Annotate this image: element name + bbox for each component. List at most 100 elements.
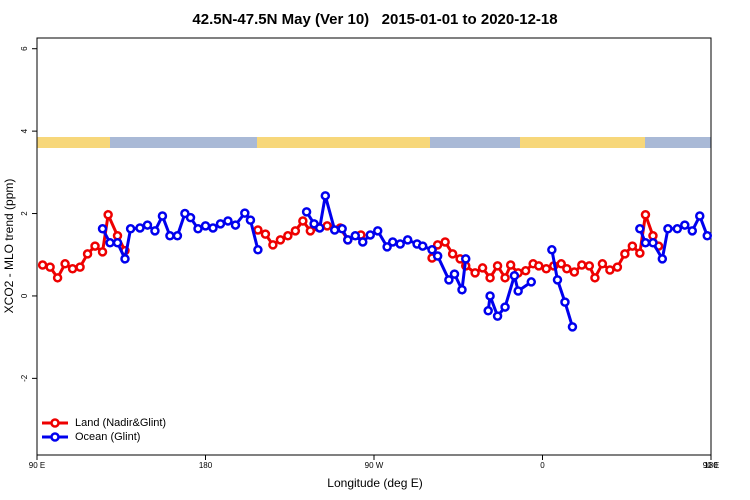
data-point	[635, 224, 645, 234]
plot-frame	[36, 37, 712, 456]
data-point	[75, 262, 85, 272]
data-point	[185, 212, 196, 223]
data-point	[268, 240, 278, 250]
data-point	[275, 235, 286, 245]
data-point	[382, 242, 392, 252]
data-point	[45, 262, 55, 272]
ocean-band	[430, 137, 520, 148]
data-point	[417, 241, 428, 251]
data-point	[253, 245, 263, 255]
data-point	[702, 231, 713, 241]
data-point	[387, 237, 398, 247]
data-point	[541, 264, 551, 274]
data-point	[485, 291, 495, 301]
data-point	[695, 211, 705, 221]
data-point	[612, 262, 623, 272]
data-point	[483, 306, 493, 316]
data-point	[343, 235, 353, 245]
data-point	[301, 207, 312, 217]
data-point	[245, 215, 256, 225]
data-point	[395, 239, 405, 249]
data-point	[470, 268, 480, 278]
data-point	[215, 219, 226, 229]
data-point	[283, 231, 293, 241]
data-point	[597, 259, 608, 269]
y-tick-label: 0	[20, 293, 29, 298]
data-point	[460, 254, 471, 264]
data-point	[687, 226, 698, 236]
legend: Land (Nadir&Glint) Ocean (Glint)	[42, 417, 166, 443]
data-point	[509, 271, 520, 281]
legend-label: Ocean (Glint)	[75, 431, 140, 443]
data-point	[82, 249, 93, 259]
x-tick-label: 90 E	[29, 461, 45, 470]
data-point	[253, 225, 263, 235]
data-point	[635, 248, 645, 258]
data-point	[200, 221, 211, 231]
y-tick-label: 4	[20, 128, 29, 133]
data-point	[584, 261, 595, 271]
y-tick-label: -2	[20, 374, 29, 382]
data-point	[208, 223, 218, 233]
legend-label: Land (Nadir&Glint)	[75, 417, 166, 429]
map-strip	[37, 137, 711, 148]
data-point	[500, 273, 510, 283]
data-point	[193, 224, 203, 234]
data-point	[526, 277, 537, 287]
legend-marker	[50, 432, 60, 442]
data-point	[569, 267, 580, 277]
data-point	[457, 285, 467, 295]
data-point	[60, 259, 70, 269]
data-point	[672, 224, 683, 234]
data-point	[52, 273, 63, 283]
data-point	[172, 231, 183, 241]
x-tick-label: 180	[199, 461, 213, 470]
data-point	[150, 226, 160, 236]
data-point	[37, 260, 48, 270]
data-point	[432, 251, 443, 261]
data-point	[627, 241, 638, 251]
data-point	[552, 275, 563, 285]
data-point	[305, 226, 316, 236]
data-point	[358, 237, 368, 247]
data-point	[560, 297, 570, 307]
data-point	[657, 254, 668, 264]
data-point	[520, 266, 531, 276]
x-axis-label: Longitude (deg E)	[327, 476, 422, 490]
data-point	[449, 269, 460, 279]
data-point	[402, 235, 413, 245]
data-point	[605, 265, 615, 275]
data-point	[135, 223, 145, 233]
series-line	[550, 249, 574, 328]
data-point	[492, 311, 503, 321]
data-point	[663, 224, 673, 234]
data-point	[505, 260, 516, 270]
data-point	[320, 191, 331, 201]
data-point	[90, 241, 100, 251]
data-point	[337, 224, 347, 234]
x-tick-label: 90 W	[365, 461, 384, 470]
data-point	[577, 260, 587, 270]
data-point	[513, 286, 523, 296]
data-point	[223, 216, 233, 226]
data-point	[485, 273, 495, 283]
data-point	[562, 264, 572, 274]
ocean-band	[645, 137, 711, 148]
data-point	[534, 261, 544, 271]
data-point	[492, 261, 503, 271]
data-point	[477, 263, 488, 273]
data-point	[112, 238, 123, 248]
data-point	[67, 264, 78, 274]
data-point	[640, 210, 651, 220]
ocean-band	[110, 137, 257, 148]
data-point	[365, 230, 376, 240]
data-point	[260, 229, 271, 239]
data-point	[329, 225, 340, 235]
data-point	[444, 275, 454, 285]
data-point	[432, 240, 443, 250]
data-point	[240, 208, 250, 218]
data-point	[350, 231, 361, 241]
data-point	[500, 302, 510, 312]
